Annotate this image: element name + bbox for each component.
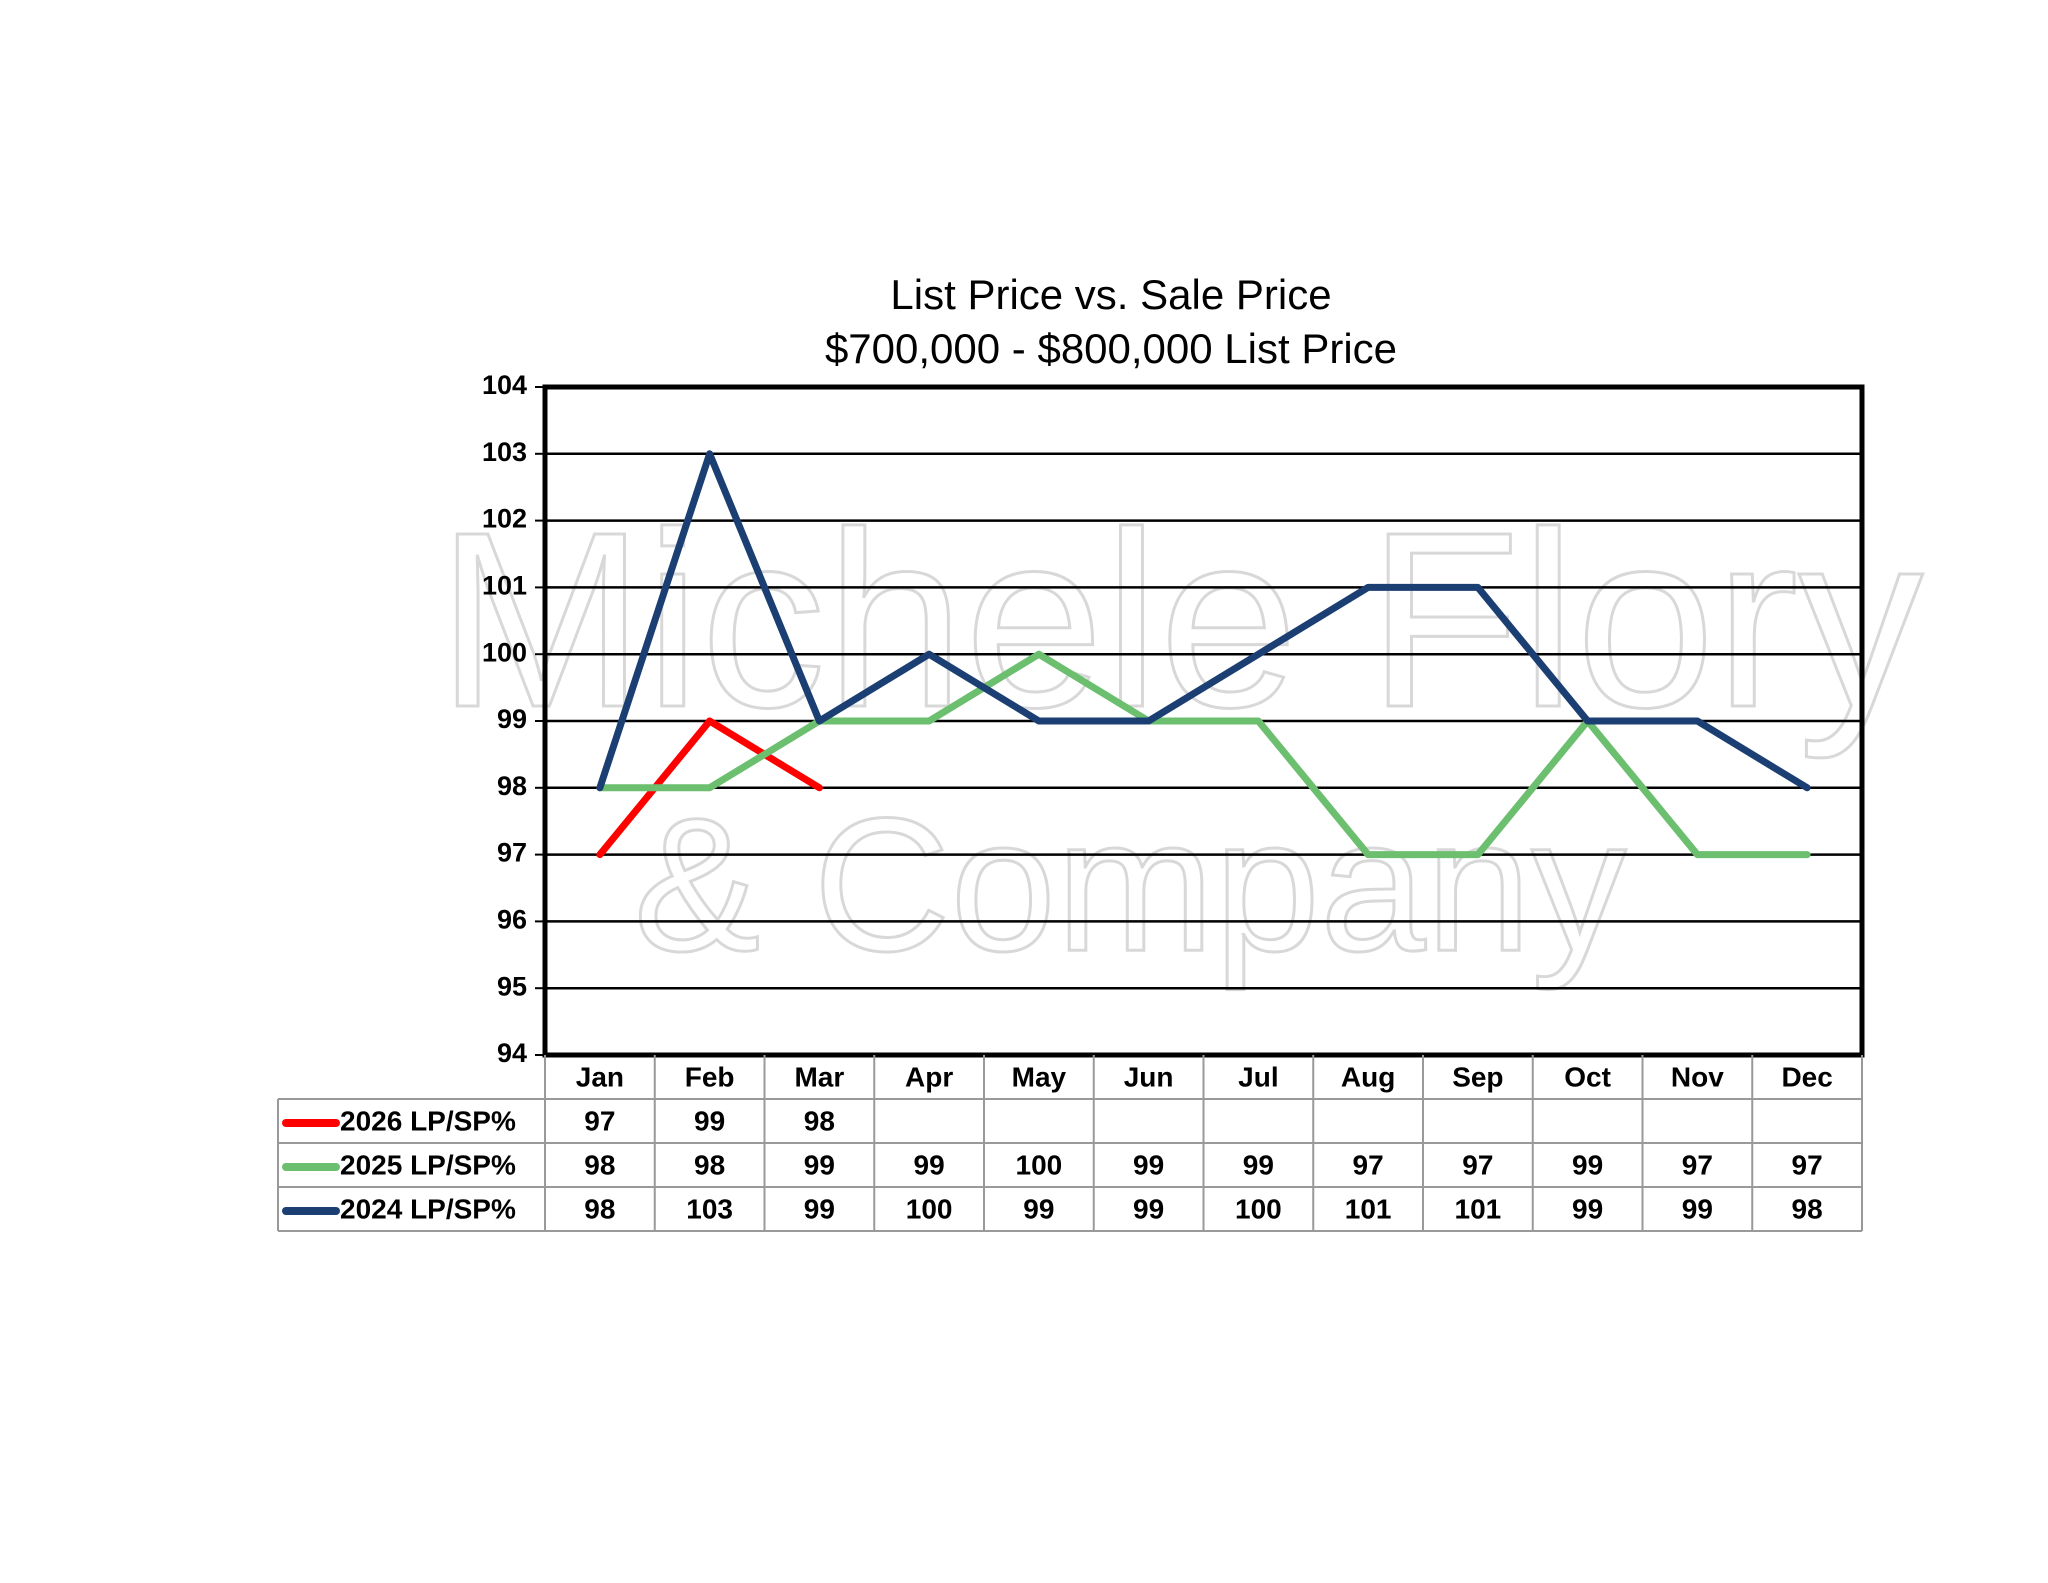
y-tick-label: 98 bbox=[497, 771, 527, 801]
x-tick-label: Feb bbox=[685, 1061, 735, 1092]
table-value: 99 bbox=[1682, 1193, 1713, 1224]
legend-label: 2025 LP/SP% bbox=[340, 1149, 516, 1180]
table-value: 100 bbox=[1016, 1149, 1063, 1180]
legend-label: 2024 LP/SP% bbox=[340, 1193, 516, 1224]
table-value: 99 bbox=[1133, 1193, 1164, 1224]
table-value: 98 bbox=[1792, 1193, 1823, 1224]
x-tick-label: May bbox=[1012, 1061, 1067, 1092]
x-tick-label: Mar bbox=[794, 1061, 844, 1092]
table-value: 99 bbox=[1572, 1193, 1603, 1224]
series-line bbox=[596, 717, 823, 859]
x-tick-label: Jun bbox=[1124, 1061, 1174, 1092]
table-value: 99 bbox=[914, 1149, 945, 1180]
table-value: 98 bbox=[584, 1149, 615, 1180]
table-value: 99 bbox=[1133, 1149, 1164, 1180]
series-line bbox=[596, 650, 1811, 859]
y-tick-label: 103 bbox=[482, 437, 527, 467]
table-value: 97 bbox=[584, 1105, 615, 1136]
x-tick-label: Jul bbox=[1238, 1061, 1278, 1092]
table-value: 97 bbox=[1792, 1149, 1823, 1180]
table-value: 97 bbox=[1462, 1149, 1493, 1180]
table-value: 97 bbox=[1682, 1149, 1713, 1180]
legend-label: 2026 LP/SP% bbox=[340, 1105, 516, 1136]
table-value: 98 bbox=[804, 1105, 835, 1136]
x-tick-label: Jan bbox=[576, 1061, 624, 1092]
y-tick-label: 96 bbox=[497, 905, 527, 935]
table-value: 100 bbox=[906, 1193, 953, 1224]
y-tick-label: 102 bbox=[482, 504, 527, 534]
table-value: 103 bbox=[686, 1193, 733, 1224]
table-value: 99 bbox=[1023, 1193, 1054, 1224]
y-tick-label: 95 bbox=[497, 971, 527, 1001]
x-tick-label: Oct bbox=[1564, 1061, 1611, 1092]
table-value: 97 bbox=[1353, 1149, 1384, 1180]
table-value: 99 bbox=[1572, 1149, 1603, 1180]
series-line bbox=[596, 450, 1811, 792]
table-value: 98 bbox=[694, 1149, 725, 1180]
table-value: 99 bbox=[694, 1105, 725, 1136]
table-value: 101 bbox=[1345, 1193, 1392, 1224]
table-value: 99 bbox=[804, 1149, 835, 1180]
y-tick-label: 100 bbox=[482, 637, 527, 667]
table-value: 99 bbox=[804, 1193, 835, 1224]
chart-subtitle: $700,000 - $800,000 List Price bbox=[825, 325, 1397, 372]
y-tick-label: 104 bbox=[482, 370, 527, 400]
x-tick-label: Nov bbox=[1671, 1061, 1724, 1092]
watermark: & Company bbox=[634, 779, 1627, 991]
chart-title: List Price vs. Sale Price bbox=[890, 271, 1331, 318]
y-tick-label: 97 bbox=[497, 838, 527, 868]
watermark: Michele Flory bbox=[437, 480, 1923, 759]
y-tick-label: 99 bbox=[497, 704, 527, 734]
x-tick-label: Apr bbox=[905, 1061, 953, 1092]
table-value: 98 bbox=[584, 1193, 615, 1224]
table-value: 99 bbox=[1243, 1149, 1274, 1180]
table-value: 101 bbox=[1455, 1193, 1502, 1224]
y-tick-label: 101 bbox=[482, 571, 527, 601]
x-tick-label: Sep bbox=[1452, 1061, 1503, 1092]
x-tick-label: Aug bbox=[1341, 1061, 1395, 1092]
y-tick-label: 94 bbox=[497, 1038, 527, 1068]
table-value: 100 bbox=[1235, 1193, 1282, 1224]
x-tick-label: Dec bbox=[1781, 1061, 1832, 1092]
